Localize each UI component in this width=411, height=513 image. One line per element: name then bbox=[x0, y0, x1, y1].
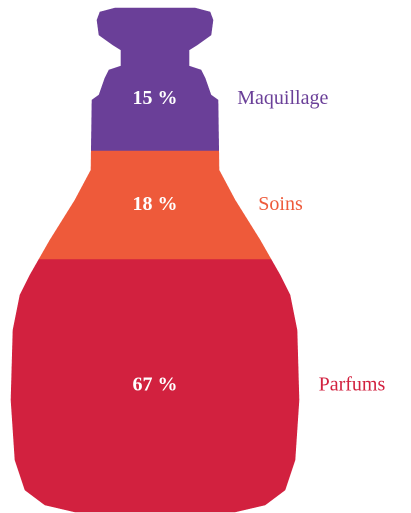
chart: 15 % Maquillage 18 % Soins 67 % Parfums bbox=[0, 0, 411, 513]
category-label: Soins bbox=[258, 193, 303, 215]
category-label: Parfums bbox=[319, 373, 386, 395]
value-label: 67 % bbox=[133, 373, 178, 395]
value-label: 15 % bbox=[133, 87, 178, 109]
category-label: Maquillage bbox=[237, 87, 328, 109]
segment bbox=[91, 8, 218, 151]
value-label: 18 % bbox=[133, 193, 178, 215]
